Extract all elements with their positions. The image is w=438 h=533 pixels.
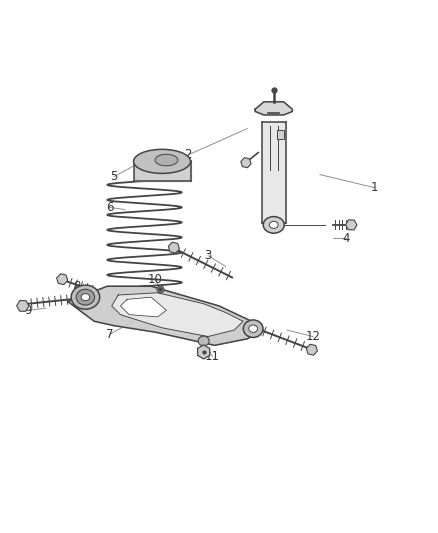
Ellipse shape: [198, 336, 209, 346]
Ellipse shape: [134, 149, 191, 173]
Ellipse shape: [249, 325, 258, 333]
Polygon shape: [255, 102, 293, 115]
Text: 5: 5: [110, 170, 117, 183]
Text: 9: 9: [25, 304, 32, 317]
Ellipse shape: [76, 289, 95, 305]
Polygon shape: [68, 286, 263, 345]
Ellipse shape: [269, 221, 278, 229]
Text: 7: 7: [106, 328, 113, 341]
Polygon shape: [270, 126, 278, 170]
Polygon shape: [120, 297, 166, 317]
Text: 1: 1: [371, 181, 378, 194]
Text: 6: 6: [106, 201, 113, 214]
Ellipse shape: [244, 320, 263, 337]
Bar: [277, 130, 285, 140]
Polygon shape: [134, 161, 191, 181]
Ellipse shape: [71, 285, 99, 309]
Polygon shape: [262, 122, 286, 223]
Polygon shape: [112, 293, 243, 336]
Ellipse shape: [263, 216, 284, 233]
Ellipse shape: [81, 294, 90, 301]
Text: 11: 11: [205, 350, 220, 363]
Text: 2: 2: [184, 148, 192, 161]
Text: 3: 3: [205, 249, 212, 262]
Text: 4: 4: [342, 231, 350, 245]
Text: 12: 12: [306, 330, 321, 343]
Ellipse shape: [155, 154, 178, 166]
Text: 10: 10: [148, 273, 163, 286]
Text: 8: 8: [73, 280, 80, 293]
